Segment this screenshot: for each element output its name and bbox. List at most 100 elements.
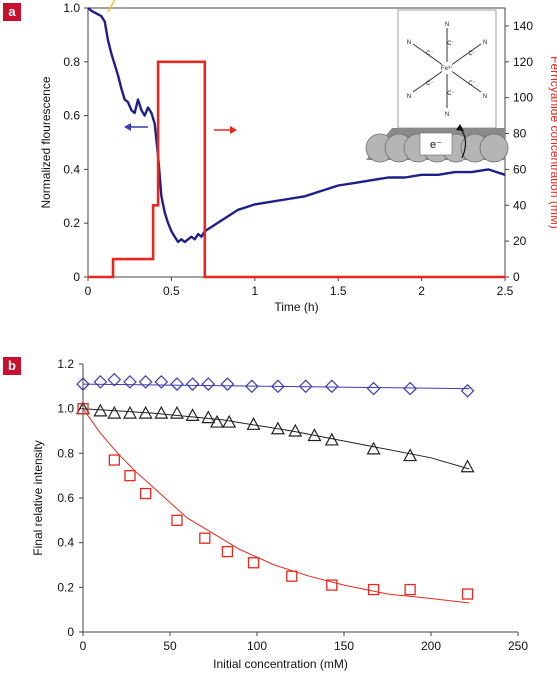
atom-label: C⁻	[426, 51, 434, 57]
square-marker	[247, 557, 260, 569]
y2-tick-label-a: 60	[513, 162, 527, 176]
y2-tick-label-a: 40	[513, 198, 527, 212]
triangle-marker	[201, 410, 216, 424]
fluorescence-series-line	[87, 7, 506, 244]
electron-arrow-head	[456, 124, 464, 131]
y-tick-label-b: 0	[67, 625, 74, 639]
x-tick-label-b: 50	[163, 639, 177, 653]
square-marker	[108, 454, 120, 466]
triangle-marker	[288, 423, 303, 437]
atom-label: N	[483, 94, 487, 100]
bond-line	[412, 67, 448, 93]
atom-label: N	[407, 94, 411, 100]
diamond-marker	[220, 377, 235, 391]
triangle-marker	[324, 432, 339, 446]
x-tick-label-a: 2.5	[497, 284, 514, 298]
y-tick-label-b: 0.2	[57, 580, 74, 594]
x-tick-label-b: 200	[421, 639, 441, 653]
diamond-marker	[298, 379, 313, 394]
atom-label: C⁻	[468, 81, 476, 87]
x-axis-label-a: Time (h)	[274, 300, 318, 314]
inset-illustration: N C⁻ N C⁻ N C⁻ N C⁻ N C⁻ N C⁻ Fe³⁺	[397, 9, 497, 129]
y-tick-label-a: 0.8	[63, 55, 80, 69]
triangle-marker	[460, 459, 475, 473]
y-tick-label-b: 0.4	[57, 536, 74, 550]
triangle-marker	[107, 405, 122, 419]
y-tick-label-b: 1.0	[57, 402, 74, 416]
x-tick-label-a: 0.5	[163, 284, 180, 298]
triangle-marker	[307, 428, 322, 442]
diamond-marker	[154, 375, 169, 389]
diamond-marker	[185, 377, 200, 391]
panel-b-label: b	[3, 357, 21, 375]
y2-tick-label-a: 100	[513, 91, 533, 105]
triangle-marker	[169, 405, 184, 419]
iron-label: Fe³⁺	[441, 65, 453, 72]
y2-tick-label-a: 20	[513, 234, 527, 248]
y-axis-label-b: Final relative intensity	[31, 440, 45, 555]
electron-label: e⁻	[430, 139, 442, 151]
y-tick-label-a: 0.2	[63, 216, 80, 230]
y-tick-label-b: 0.8	[57, 446, 74, 460]
triangle-marker	[209, 414, 224, 428]
triangle-marker	[270, 421, 285, 435]
y2-tick-label-a: 0	[513, 270, 520, 284]
x-tick-label-a: 1	[251, 284, 258, 298]
diamond-marker	[107, 372, 122, 387]
x-tick-label-a: 1.5	[330, 284, 347, 298]
square-marker	[171, 514, 183, 526]
square-marker	[286, 570, 298, 582]
diamond-marker	[366, 381, 381, 396]
y2-tick-label-a: 80	[513, 127, 527, 141]
square-marker	[404, 583, 416, 596]
chart-b: 0 50 100 150 200 250 0 0.2 0.4 0.6 0.8 1.0 1.2 Initia…	[31, 357, 528, 671]
square-marker	[461, 588, 474, 600]
y2-tick-label-a: 140	[513, 19, 533, 33]
triangle-marker	[122, 405, 137, 419]
diamond-marker	[123, 375, 137, 389]
triangle-marker	[138, 405, 153, 419]
square-marker	[326, 579, 338, 591]
ferricyanide-series-line	[88, 60, 505, 279]
surface-sphere	[479, 133, 509, 163]
y-tick-label-a: 0.4	[63, 162, 80, 176]
square-marker	[77, 403, 89, 415]
x-axis-label-b: Initial concentration (mM)	[213, 657, 348, 671]
triangle-marker	[246, 417, 261, 430]
triangle-marker	[222, 414, 237, 428]
square-marker	[124, 470, 136, 482]
diamond-marker	[271, 379, 285, 394]
bond-line	[412, 43, 448, 69]
diamond-marker	[170, 377, 184, 391]
bond-line	[446, 43, 482, 69]
y2-axis-label-a: Ferricyanide concentration (mM)	[548, 56, 557, 229]
atom-label: N	[445, 22, 449, 28]
y2-tick-label-a: 120	[513, 55, 533, 69]
diamond-marker	[76, 377, 90, 391]
square-marker	[199, 532, 211, 544]
atom-label: N	[407, 40, 411, 46]
atom-label: C⁻	[447, 91, 455, 97]
bond-line	[446, 67, 482, 93]
diamond-marker	[460, 383, 475, 398]
yellow-marker	[107, 0, 116, 13]
right-axis-arrow-head	[230, 126, 237, 134]
triangle-marker	[366, 441, 381, 455]
triangle-marker	[154, 405, 169, 419]
y-tick-label-a: 0.6	[63, 109, 80, 123]
panel-a-label: a	[3, 3, 21, 21]
x-tick-label-a: 2	[418, 284, 425, 298]
electrode-surface: e⁻	[365, 124, 509, 163]
y-tick-label-a: 1.0	[63, 1, 80, 15]
triangle-marker	[403, 448, 418, 462]
atom-label: C⁻	[447, 41, 455, 47]
diamond-marker	[93, 375, 108, 389]
diamond-fit-line	[82, 383, 470, 390]
diamond-marker	[403, 381, 417, 396]
square-marker	[367, 583, 380, 596]
electron-label-box	[419, 132, 453, 156]
y-axis-label-a: Normalized flourescence	[39, 76, 53, 208]
x-tick-label-b: 0	[80, 639, 87, 653]
square-fit-line	[82, 408, 470, 604]
